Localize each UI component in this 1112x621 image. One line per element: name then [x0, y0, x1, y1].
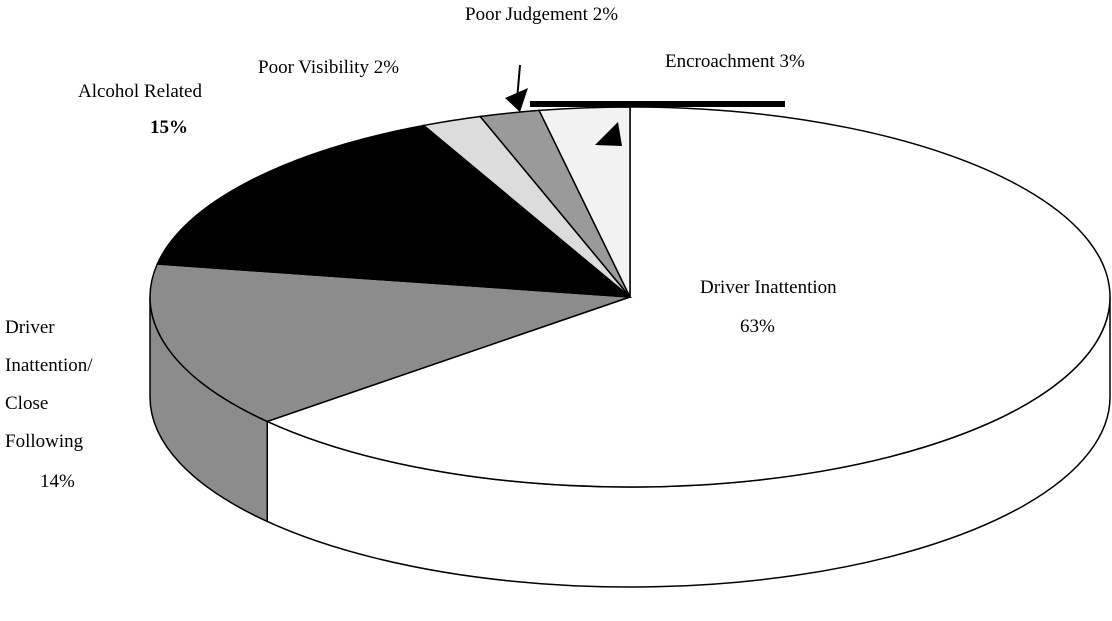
value-label: 14%	[40, 471, 75, 492]
slice-label: Encroachment 3%	[665, 43, 805, 81]
category-label: Driver Inattention/ Close Following	[5, 317, 93, 452]
slice-label: Poor Visibility 2%	[258, 49, 399, 87]
arrow-poor-judgement	[505, 88, 528, 112]
category-label: Alcohol Related	[78, 81, 202, 102]
category-label: Poor Judgement	[465, 4, 588, 25]
value-label: 2%	[373, 57, 400, 78]
value-label: 63%	[740, 316, 775, 337]
category-label: Driver Inattention	[700, 277, 837, 298]
slice	[265, 106, 1111, 488]
leader-lines	[505, 64, 785, 146]
category-label: Poor Visibility	[258, 57, 369, 78]
leader-poor-judgement	[516, 64, 521, 101]
slice	[149, 263, 631, 423]
slice	[156, 124, 633, 298]
value-label: 3%	[779, 51, 805, 72]
category-label: Encroachment	[665, 51, 775, 72]
value-label: 15%	[150, 117, 188, 138]
slice-label: Poor Judgement 2%	[465, 0, 618, 34]
arrow-encroachment	[595, 122, 622, 146]
value-label: 2%	[592, 4, 619, 25]
